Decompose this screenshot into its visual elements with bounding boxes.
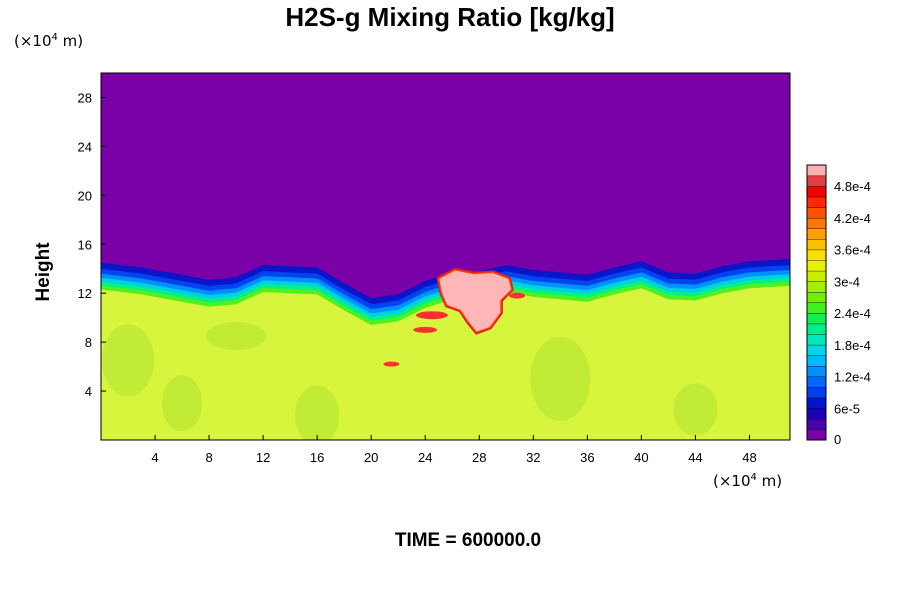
colorbar-label: 4.8e-4 xyxy=(834,179,871,194)
colorbar-swatch xyxy=(806,302,827,314)
colorbar-label: 1.8e-4 xyxy=(834,338,871,353)
heatmap-field xyxy=(101,73,790,440)
plume-streak-3 xyxy=(509,292,526,299)
colorbar-swatch xyxy=(806,418,827,430)
colorbar-swatch xyxy=(806,344,827,356)
field-patch-5 xyxy=(206,322,267,351)
y-tick-label: 8 xyxy=(85,335,92,350)
colorbar-swatch xyxy=(806,185,827,198)
plot-frame xyxy=(100,72,791,441)
colorbar-swatch xyxy=(806,281,827,293)
colorbar-swatch xyxy=(806,365,827,378)
y-axis-unit: (×104 m) xyxy=(14,32,84,50)
plume-streak-0 xyxy=(415,311,448,320)
colorbar-swatch xyxy=(806,238,827,251)
colorbar-swatch xyxy=(806,376,827,388)
x-tick-label: 28 xyxy=(472,450,486,465)
colorbar-swatch xyxy=(806,164,827,177)
y-tick-label: 4 xyxy=(85,384,92,399)
colorbar-swatch xyxy=(806,259,827,272)
y-tick-label: 16 xyxy=(78,237,92,252)
plume-streak-1 xyxy=(413,326,438,333)
colorbar-label: 2.4e-4 xyxy=(834,306,871,321)
colorbar-swatch xyxy=(806,334,827,346)
chart-title: H2S-g Mixing Ratio [kg/kg] xyxy=(285,2,615,32)
field-patch-2 xyxy=(295,385,340,440)
colorbar-swatch xyxy=(806,429,827,441)
y-ticks: 4 8 12 16 20 24 28 xyxy=(78,90,106,399)
field-patch-4 xyxy=(673,383,718,436)
colorbar-swatch xyxy=(806,408,827,420)
colorbar-label: 1.2e-4 xyxy=(834,370,871,385)
x-axis-unit: (×104 m) xyxy=(713,472,783,490)
colorbar-swatch xyxy=(806,196,827,208)
y-tick-label: 28 xyxy=(78,90,92,105)
field-patch-0 xyxy=(102,324,155,397)
x-tick-label: 8 xyxy=(205,450,212,465)
x-tick-label: 16 xyxy=(310,450,324,465)
colorbar-label: 3e-4 xyxy=(834,274,860,289)
x-tick-label: 20 xyxy=(364,450,378,465)
colorbar-swatch xyxy=(806,207,827,219)
x-tick-label: 44 xyxy=(688,450,702,465)
field-patch-1 xyxy=(162,375,203,432)
field-patch-3 xyxy=(530,336,591,421)
plume-streak-2 xyxy=(383,361,400,367)
colorbar-label: 3.6e-4 xyxy=(834,243,871,258)
x-tick-label: 12 xyxy=(256,450,270,465)
x-tick-label: 36 xyxy=(580,450,594,465)
y-tick-label: 12 xyxy=(78,286,92,301)
time-label: TIME = 600000.0 xyxy=(394,530,542,551)
colorbar-frame xyxy=(806,164,827,441)
x-tick-label: 48 xyxy=(742,450,756,465)
x-tick-label: 40 xyxy=(634,450,648,465)
y-tick-label: 20 xyxy=(78,188,92,203)
colorbar-swatch xyxy=(806,228,827,240)
x-ticks: 4 8 12 16 20 24 28 32 36 40 44 48 xyxy=(151,435,757,465)
x-tick-label: 4 xyxy=(151,450,158,465)
colorbar-swatch xyxy=(806,323,827,335)
colorbar-label: 4.2e-4 xyxy=(834,211,871,226)
y-tick-label: 24 xyxy=(78,139,92,154)
colorbar-swatch xyxy=(806,175,827,187)
colorbar-swatch xyxy=(806,355,827,367)
field-band-6 xyxy=(101,285,790,440)
x-tick-label: 32 xyxy=(526,450,540,465)
colorbar-swatch xyxy=(806,249,827,261)
x-tick-label: 24 xyxy=(418,450,432,465)
colorbar-swatch xyxy=(806,270,827,282)
colorbar-swatch xyxy=(806,217,827,229)
colorbar-swatch xyxy=(806,397,827,409)
colorbar: 0 6e-5 1.2e-4 1.8e-4 2.4e-4 3e-4 3.6e-4 4.2e-4 4… xyxy=(806,164,871,447)
colorbar-label: 6e-5 xyxy=(834,401,860,416)
colorbar-label: 0 xyxy=(834,432,841,447)
colorbar-swatch xyxy=(806,291,827,303)
colorbar-swatch xyxy=(806,312,827,325)
colorbar-swatch xyxy=(806,386,827,399)
plume-core xyxy=(438,269,513,334)
